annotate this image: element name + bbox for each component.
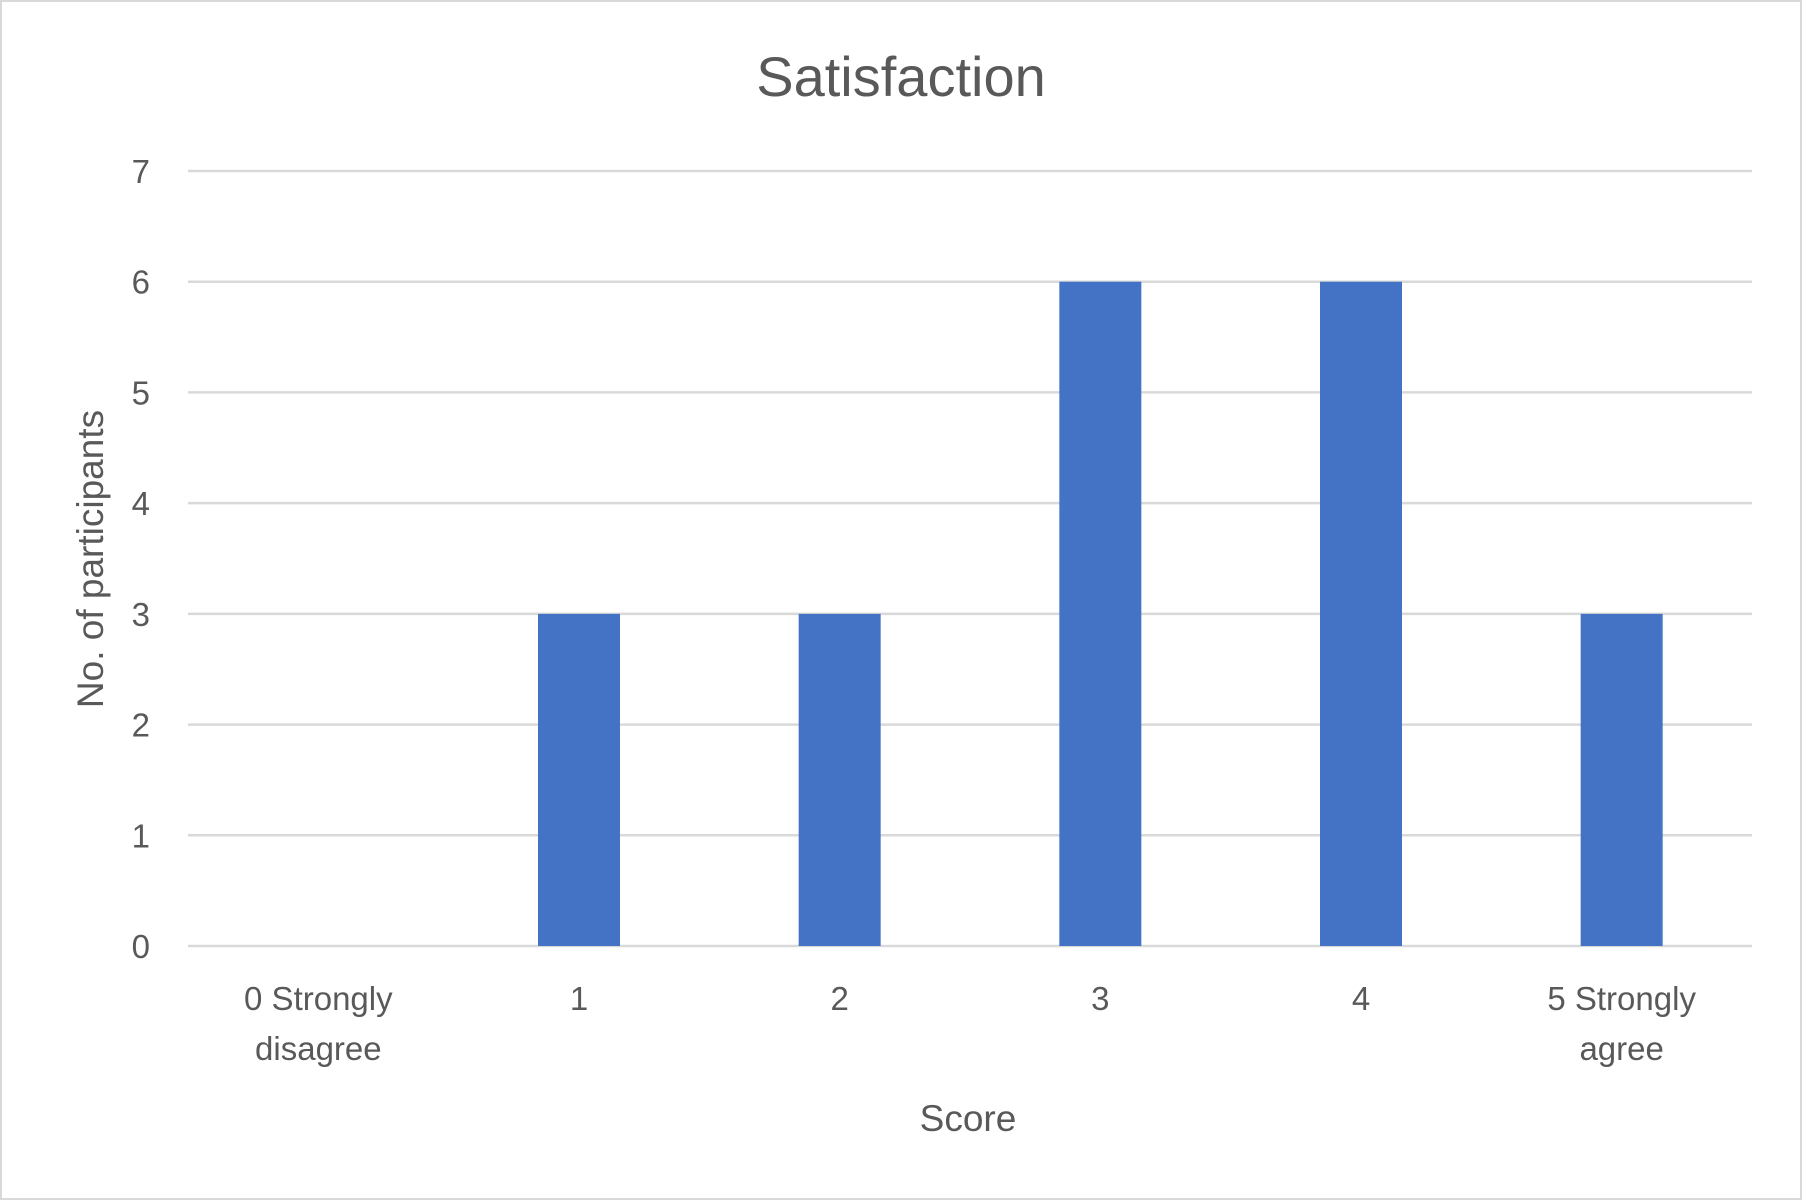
x-tick-label-0-line-1: disagree bbox=[255, 1030, 382, 1067]
x-tick-label-5-line-0: 5 Strongly bbox=[1547, 980, 1696, 1017]
x-tick-label-2: 2 bbox=[830, 980, 848, 1017]
y-tick-label-6: 6 bbox=[132, 264, 150, 301]
y-tick-label-0: 0 bbox=[132, 928, 150, 965]
x-tick-label-5-line-1: agree bbox=[1579, 1030, 1663, 1067]
y-tick-label-7: 7 bbox=[132, 153, 150, 190]
grid-lines bbox=[188, 169, 1752, 948]
y-tick-label-3: 3 bbox=[132, 596, 150, 633]
x-tick-label-4: 4 bbox=[1352, 980, 1370, 1017]
bar-2 bbox=[798, 613, 881, 946]
x-axis-ticks: 0 Strongly disagree 1 2 3 4 5 Strongly agree bbox=[244, 980, 1696, 1067]
y-tick-label-4: 4 bbox=[132, 485, 150, 522]
y-tick-label-2: 2 bbox=[132, 707, 150, 744]
bar-1 bbox=[538, 613, 620, 946]
y-tick-label-5: 5 bbox=[132, 374, 150, 411]
x-axis-title: Score bbox=[920, 1098, 1017, 1139]
x-tick-label-1: 1 bbox=[570, 980, 588, 1017]
x-tick-label-3: 3 bbox=[1091, 980, 1109, 1017]
y-axis-title: No. of participants bbox=[70, 410, 111, 708]
bar-4 bbox=[1320, 281, 1402, 946]
y-tick-label-1: 1 bbox=[132, 817, 150, 854]
chart-title: Satisfaction bbox=[756, 45, 1046, 108]
bars bbox=[538, 281, 1663, 946]
bar-5 bbox=[1580, 613, 1663, 946]
bar-3 bbox=[1059, 281, 1142, 946]
x-tick-label-0-line-0: 0 Strongly bbox=[244, 980, 393, 1017]
y-axis-ticks: 0 1 2 3 4 5 6 7 bbox=[132, 153, 150, 965]
